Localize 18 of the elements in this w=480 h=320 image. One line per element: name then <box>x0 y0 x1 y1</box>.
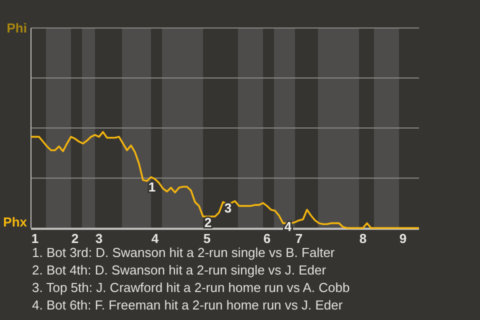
x-tick-label: 1 <box>31 231 39 246</box>
text: 2. Bot 4th: D. Swanson hit a 2-run single vs J. Eder <box>32 262 327 278</box>
x-tick-label: 6 <box>263 231 271 246</box>
text: 3. Top 5th: J. Crawford hit a 2-run home run vs A. Cobb <box>32 280 350 295</box>
text: Phi <box>6 20 27 36</box>
x-tick-label: 7 <box>295 231 303 246</box>
text: 4. Bot 6th: F. Freeman hit a 2-run home run vs J. Eder <box>32 298 344 312</box>
x-tick-label: 9 <box>399 231 407 246</box>
x-tick-label: 4 <box>151 231 160 246</box>
text: Phx <box>3 214 28 230</box>
x-tick-label: 2 <box>71 231 79 246</box>
annotation: 2 <box>204 215 212 230</box>
annotation: 3 <box>224 200 232 216</box>
annotation: 1 <box>148 180 156 195</box>
text: 1. Bot 3rd: D. Swanson hit a 2-run single vs B. Falter <box>32 245 336 260</box>
x-tick-label: 3 <box>95 231 103 246</box>
x-tick-label: 5 <box>203 231 211 246</box>
x-tick-label: 8 <box>359 231 367 246</box>
